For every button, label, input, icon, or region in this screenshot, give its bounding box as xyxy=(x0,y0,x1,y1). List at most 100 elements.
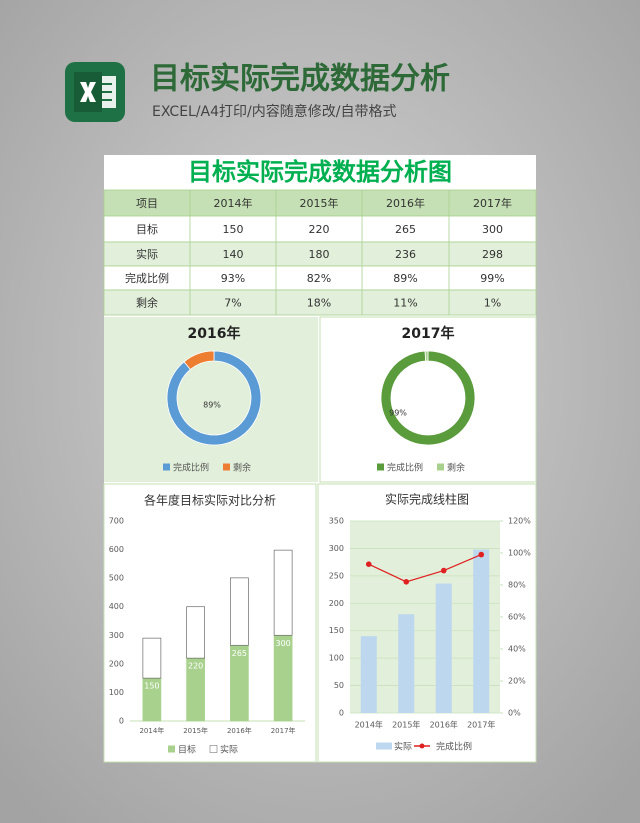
line-marker xyxy=(478,551,485,558)
y2-tick-label: 100% xyxy=(508,549,531,558)
panel xyxy=(319,316,537,483)
bar xyxy=(186,606,205,659)
y2-tick-label: 120% xyxy=(508,517,531,526)
y-tick-label: 500 xyxy=(109,574,124,583)
donut-slice xyxy=(380,350,476,446)
legend-label: 实际 xyxy=(394,741,412,753)
page-title: 目标实际完成数据分析 xyxy=(150,62,450,97)
y2-tick-label: 0% xyxy=(508,709,521,718)
table-cell: 99% xyxy=(480,272,504,285)
y-tick-label: 250 xyxy=(329,571,344,580)
legend-swatch xyxy=(376,742,392,750)
table-cell: 220 xyxy=(309,223,330,236)
y-tick-label: 600 xyxy=(109,545,124,554)
donut-slice xyxy=(424,350,429,362)
legend-swatch xyxy=(437,463,444,471)
y2-tick-label: 60% xyxy=(508,613,526,622)
line-marker xyxy=(440,567,447,574)
bar xyxy=(230,577,249,646)
table-row xyxy=(103,215,537,243)
data-label: 300 xyxy=(275,639,290,648)
legend-swatch xyxy=(377,463,384,471)
table-cell: 项目 xyxy=(136,197,158,210)
line-marker xyxy=(365,561,372,567)
panel xyxy=(104,317,318,482)
y-tick-label: 350 xyxy=(329,517,344,526)
table-cell: 2014年 xyxy=(214,196,253,210)
legend-swatch xyxy=(168,745,175,753)
table-cell: 完成比例 xyxy=(125,271,169,285)
table-cell: 150 xyxy=(223,223,244,236)
data-label: 265 xyxy=(232,649,247,658)
y-tick-label: 0 xyxy=(339,709,344,718)
excel-icon xyxy=(65,62,125,122)
legend-label: 剩余 xyxy=(447,462,465,474)
y-tick-label: 700 xyxy=(109,517,124,526)
table-row xyxy=(103,289,537,316)
table-cell: 实际 xyxy=(136,247,158,261)
table-cell: 目标 xyxy=(136,222,158,236)
table-cell: 93% xyxy=(221,272,245,285)
bar xyxy=(473,549,490,713)
y-tick-label: 200 xyxy=(109,659,124,668)
x-tick-label: 2014年 xyxy=(355,720,383,730)
y-tick-label: 50 xyxy=(334,681,344,690)
donut-slice xyxy=(166,350,262,446)
x-tick-label: 2016年 xyxy=(430,720,458,730)
x-tick-label: 2014年 xyxy=(139,726,164,735)
table-cell: 140 xyxy=(223,248,244,261)
table-cell: 265 xyxy=(395,223,416,236)
y-tick-label: 150 xyxy=(329,626,344,635)
y2-tick-label: 20% xyxy=(508,677,526,686)
line-marker xyxy=(403,579,410,585)
table-cell: 2016年 xyxy=(386,196,425,210)
legend-swatch xyxy=(163,463,170,471)
page-subtitle: EXCEL/A4打印/内容随意修改/自带格式 xyxy=(152,103,396,120)
table-cell: 2015年 xyxy=(300,196,339,210)
data-label: 150 xyxy=(144,682,159,691)
y2-tick-label: 40% xyxy=(508,645,526,654)
y2-tick-label: 80% xyxy=(508,581,526,590)
chart-title: 2016年 xyxy=(188,325,241,342)
table-cell: 1% xyxy=(484,297,501,310)
y-tick-label: 100 xyxy=(109,688,124,697)
line xyxy=(368,554,482,583)
y-tick-label: 300 xyxy=(329,544,344,553)
y-tick-label: 400 xyxy=(109,602,124,611)
bar xyxy=(398,614,415,713)
legend-swatch xyxy=(419,743,425,749)
y-tick-label: 0 xyxy=(119,717,124,726)
legend-label: 目标 xyxy=(178,744,196,756)
y-tick-label: 100 xyxy=(329,654,344,663)
donut-slice xyxy=(183,350,215,371)
legend-label: 完成比例 xyxy=(436,741,472,753)
bar xyxy=(360,636,377,713)
table-cell: 2017年 xyxy=(473,196,512,210)
data-label: 89% xyxy=(203,401,221,410)
x-tick-label: 2017年 xyxy=(271,726,296,735)
y-tick-label: 300 xyxy=(109,631,124,640)
table-row xyxy=(103,189,537,217)
table-cell: 180 xyxy=(309,248,330,261)
sheet-title: 目标实际完成数据分析图 xyxy=(188,158,452,186)
table-cell: 82% xyxy=(307,272,331,285)
table-cell: 7% xyxy=(224,297,241,310)
y-tick-label: 200 xyxy=(329,599,344,608)
x-tick-label: 2016年 xyxy=(227,726,252,735)
chart-title: 各年度目标实际对比分析 xyxy=(144,493,276,508)
table-cell: 11% xyxy=(393,297,417,310)
legend-label: 剩余 xyxy=(233,462,251,474)
x-tick-label: 2015年 xyxy=(392,720,420,730)
table-cell: 剩余 xyxy=(136,296,158,310)
data-label: 99% xyxy=(389,409,407,418)
bar xyxy=(435,583,452,713)
table-cell: 89% xyxy=(393,272,417,285)
legend-swatch xyxy=(223,463,230,471)
bar xyxy=(142,637,162,679)
table-cell: 18% xyxy=(307,297,331,310)
chart-title: 实际完成线柱图 xyxy=(385,492,469,507)
bar xyxy=(273,549,293,636)
legend-swatch xyxy=(209,745,218,753)
table-cell: 300 xyxy=(482,223,503,236)
